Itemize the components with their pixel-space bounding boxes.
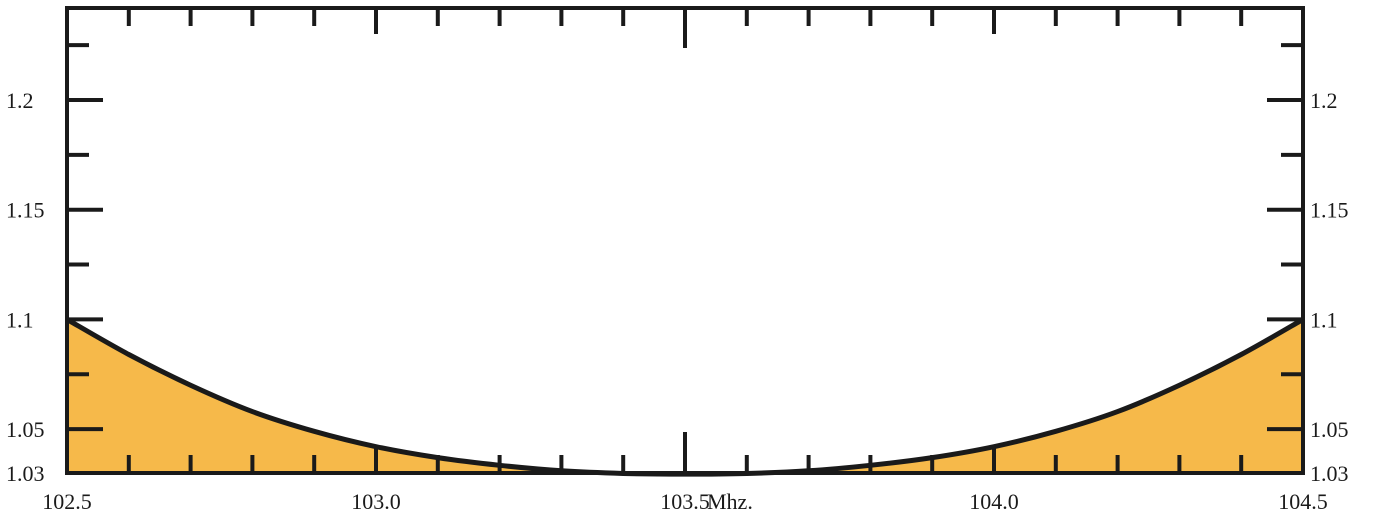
- plot-border: [65, 6, 1305, 475]
- x-tick-label: 103.0: [351, 489, 401, 514]
- y-tick-label-right: 1.03: [1310, 461, 1349, 486]
- tick-marks: [67, 8, 1303, 473]
- x-tick-label: 104.0: [969, 489, 1019, 514]
- y-tick-label-left: 1.15: [6, 198, 45, 223]
- y-tick-label-left: 1.1: [6, 307, 34, 332]
- y-tick-label-right: 1.15: [1310, 198, 1349, 223]
- y-tick-label-left: 1.05: [6, 417, 45, 442]
- y-tick-label-left: 1.2: [6, 88, 34, 113]
- x-tick-label: 103.5: [660, 489, 710, 514]
- y-tick-label-right: 1.2: [1310, 88, 1338, 113]
- y-tick-label-right: 1.05: [1310, 417, 1349, 442]
- y-tick-label-left: 1.03: [6, 461, 45, 486]
- plot-frame: [65, 6, 1305, 475]
- y-tick-label-right: 1.1: [1310, 307, 1338, 332]
- tick-labels: 1.03 1.03 1.05 1.05 1.1 1.1 1.15 1.15 1.2 1.2 102.…: [6, 88, 1349, 514]
- x-unit-label: Mhz.: [707, 489, 753, 514]
- x-tick-label: 104.5: [1278, 489, 1328, 514]
- x-tick-label: 102.5: [42, 489, 92, 514]
